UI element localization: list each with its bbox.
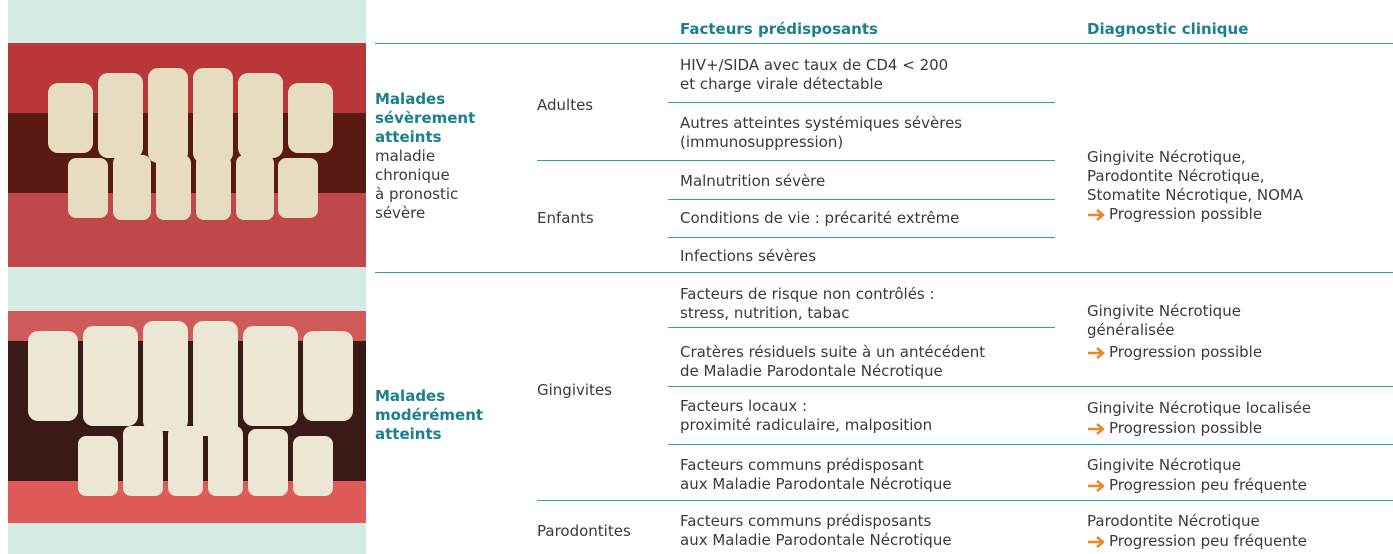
- rule: [537, 160, 1055, 161]
- progression-text: Progression possible: [1109, 205, 1263, 223]
- subgroup: Adultes: [537, 96, 594, 114]
- rule: [537, 500, 1393, 501]
- diagnosis: Gingivite Nécrotique généralisée: [1087, 302, 1241, 339]
- progression-text: Progression possible: [1109, 419, 1263, 437]
- header-diagnosis: Diagnostic clinique: [1087, 20, 1249, 38]
- diagnosis: Gingivite Nécrotique localisée: [1087, 399, 1312, 417]
- factor: Facteurs communs prédisposant aux Maladi…: [680, 456, 952, 493]
- progression: Progression possible: [1087, 343, 1262, 362]
- group-subtitle: maladie chronique à pronostic sévère: [375, 147, 459, 222]
- photo-severe: [8, 43, 366, 267]
- diagnosis: Gingivite Nécrotique: [1087, 456, 1241, 474]
- group-title: Malades sévèrement atteints: [375, 90, 476, 146]
- progression-text: Progression peu fréquente: [1109, 476, 1307, 494]
- diagnosis: Parodontite Nécrotique: [1087, 512, 1260, 530]
- factor: Autres atteintes systémiques sévères (im…: [680, 114, 963, 151]
- rule: [375, 43, 1393, 44]
- subgroup: Gingivites: [537, 381, 612, 399]
- rule: [375, 272, 1393, 273]
- factor: Malnutrition sévère: [680, 172, 826, 190]
- progression: Progression possible: [1087, 419, 1262, 438]
- factor: Facteurs communs prédisposants aux Malad…: [680, 512, 952, 549]
- rule: [668, 386, 1393, 387]
- progression-text: Progression possible: [1109, 343, 1263, 361]
- factor: HIV+/SIDA avec taux de CD4 < 200 et char…: [680, 56, 949, 93]
- factor: Cratères résiduels suite à un antécédent…: [680, 343, 986, 380]
- diagnosis: Gingivite Nécrotique, Parodontite Nécrot…: [1087, 148, 1304, 204]
- factor: Facteurs locaux : proximité radiculaire,…: [680, 397, 933, 434]
- factor: Infections sévères: [680, 247, 817, 265]
- group-title: Malades modérément atteints: [375, 387, 484, 443]
- progression: Progression peu fréquente: [1087, 532, 1307, 551]
- factor: Conditions de vie : précarité extrême: [680, 209, 960, 227]
- rule: [668, 102, 1055, 103]
- rule: [668, 327, 1055, 328]
- progression: Progression peu fréquente: [1087, 476, 1307, 495]
- progression-text: Progression peu fréquente: [1109, 532, 1307, 550]
- subgroup: Parodontites: [537, 522, 631, 540]
- header-factors: Facteurs prédisposants: [680, 20, 878, 38]
- subgroup: Enfants: [537, 209, 594, 227]
- rule: [668, 444, 1393, 445]
- photo-moderate: [8, 311, 366, 523]
- progression: Progression possible: [1087, 205, 1262, 224]
- rule: [668, 199, 1055, 200]
- rule: [668, 237, 1055, 238]
- factor: Facteurs de risque non contrôlés : stres…: [680, 285, 935, 322]
